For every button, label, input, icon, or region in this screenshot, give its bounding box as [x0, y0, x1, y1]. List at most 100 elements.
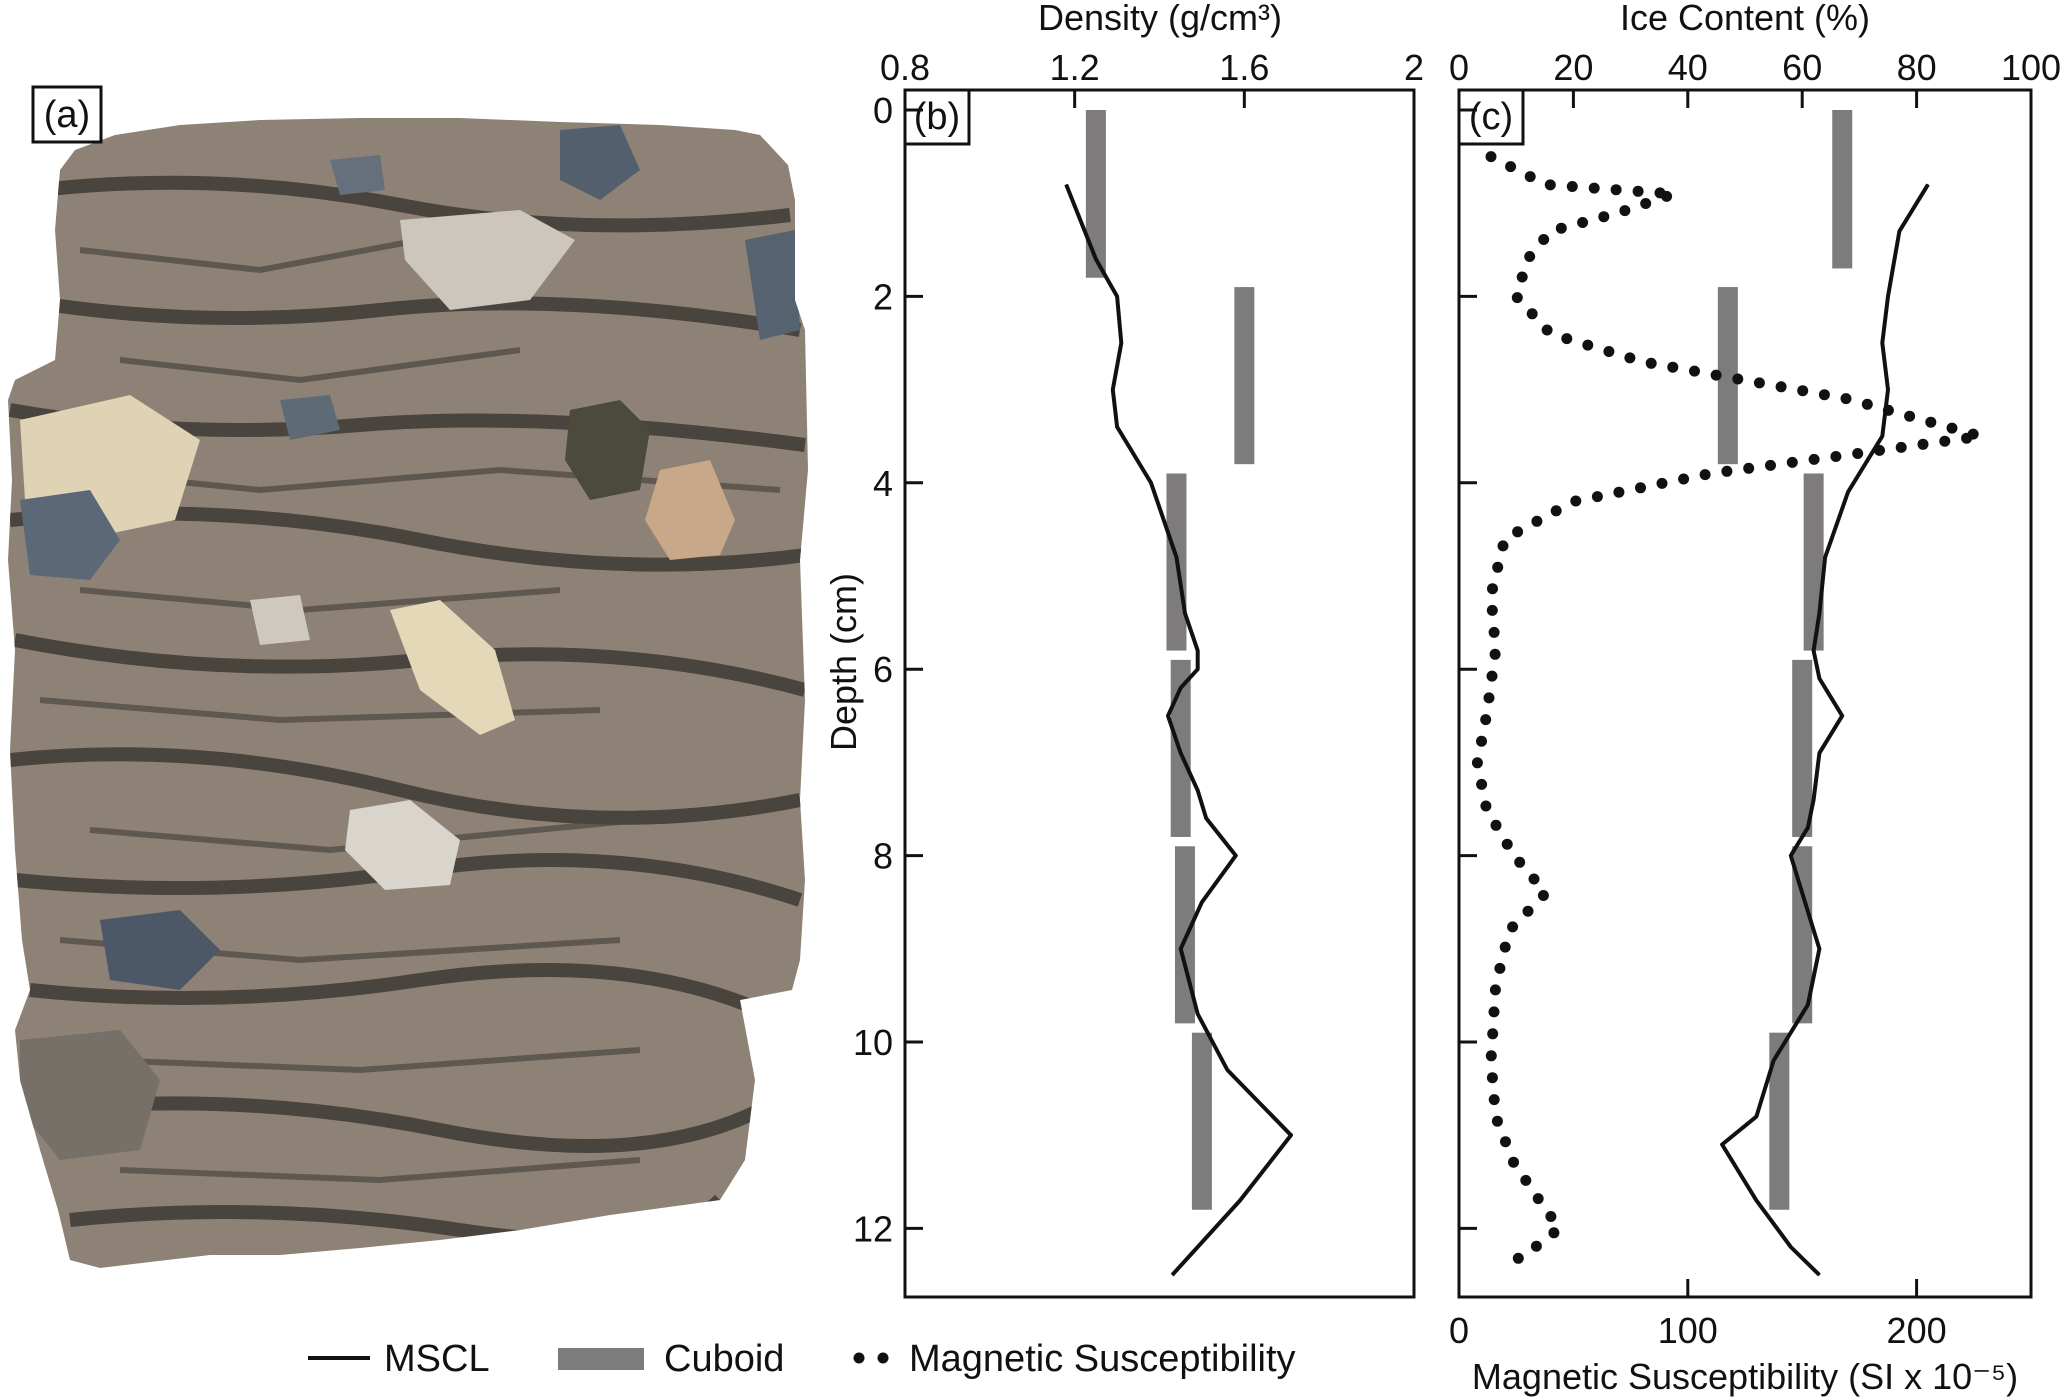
magsus-dot-62 [1512, 526, 1524, 538]
magsus-dot-56 [1635, 482, 1646, 494]
panel-b-mscl-point-14 [1197, 789, 1199, 791]
magsus-dot-70 [1483, 692, 1495, 704]
panel-c-mscl-point-25 [1818, 1274, 1820, 1276]
panel-b-mscl-point-2 [1116, 295, 1118, 297]
panel-label-c-text: (c) [1469, 96, 1513, 138]
panel-b-mscl-point-21 [1290, 1134, 1292, 1136]
magsus-dot-36 [1882, 404, 1894, 416]
panel-c-mscl-point-16 [1790, 855, 1792, 857]
magsus-dot-82 [1507, 921, 1519, 933]
magsus-dot-29 [1732, 373, 1744, 385]
panel-label-b-text: (b) [914, 96, 960, 138]
panel-c-mscl-line [1720, 183, 1930, 1277]
panel-c-mscl-point-9 [1813, 650, 1815, 652]
panel-label-b: (b) [903, 88, 971, 146]
magsus-dot-84 [1494, 962, 1506, 974]
magsus-dot-77 [1501, 838, 1513, 850]
magsus-dot-24 [1624, 352, 1636, 364]
magsus-dot-87 [1487, 1028, 1499, 1040]
panel-b-mscl-point-19 [1197, 1013, 1199, 1015]
panel-c-mscl-point-10 [1818, 678, 1820, 680]
magsus-dot-68 [1489, 648, 1501, 660]
panel-b-ytick-label-0: 0 [873, 90, 893, 131]
magsus-dot-52 [1721, 465, 1733, 477]
magsus-dot-13 [1577, 217, 1589, 228]
panel-c-mscl-point-24 [1790, 1246, 1792, 1248]
magsus-dot-60 [1550, 505, 1562, 517]
legend-magsus-label: Magnetic Susceptibility [909, 1338, 1296, 1380]
panel-c-mscl-point-20 [1773, 1060, 1775, 1062]
panel-b-mscl-point-20 [1226, 1069, 1228, 1071]
panel-b-xtick-label-2: 1.6 [1219, 47, 1269, 88]
panel-b-mscl-point-13 [1180, 752, 1182, 754]
rock-core-photo [8, 118, 808, 1268]
panel-b-mscl-point-11 [1180, 687, 1182, 689]
panel-b-mscl-series [1064, 183, 1293, 1277]
panel-c-mscl-point-13 [1818, 752, 1820, 754]
panel-b-frame [903, 88, 1416, 1299]
magsus-dot-57 [1613, 486, 1625, 498]
magsus-dot-53 [1699, 469, 1711, 481]
magsus-dot-7 [1632, 185, 1644, 197]
panel-c-cuboid-bar-1 [1717, 287, 1738, 465]
panel-c-cuboid-bars [1717, 110, 1853, 1210]
panel-b-mscl-point-10 [1197, 668, 1199, 670]
magsus-dot-50 [1765, 459, 1776, 471]
magsus-dot-17 [1516, 271, 1528, 283]
panel-c-cuboid-bar-0 [1832, 110, 1853, 269]
panel-c-mscl-point-8 [1818, 612, 1820, 614]
panel-c-mscl-point-19 [1807, 1004, 1809, 1006]
magsus-dot-72 [1476, 735, 1487, 747]
panel-c-cuboid-bar-3 [1792, 659, 1813, 837]
magsus-dot-14 [1555, 222, 1567, 234]
panel-b-ytick-label-2: 2 [873, 276, 893, 317]
magsus-dot-46 [1852, 448, 1864, 459]
panel-b-mscl-point-3 [1120, 342, 1122, 344]
magsus-dot-48 [1808, 453, 1820, 465]
magsus-dot-44 [1895, 441, 1907, 453]
panel-b-mscl-point-15 [1205, 817, 1207, 819]
panel-c-frame [1457, 88, 2033, 1299]
panel-c-mscl-point-4 [1887, 389, 1889, 391]
magsus-dot-19 [1526, 308, 1538, 320]
panel-c-cuboid-bar-4 [1792, 846, 1813, 1024]
panel-c-x2-ticks: 0 100 200 [1449, 1279, 1947, 1351]
panel-label-a-text: (a) [44, 94, 90, 136]
magsus-dot-9 [1661, 190, 1673, 202]
panel-c-xtick-label-2: 40 [1668, 47, 1708, 88]
panel-c-x2tick-label-2: 200 [1887, 1310, 1947, 1351]
panel-c-mscl-point-21 [1755, 1116, 1757, 1118]
panel-b-y-axis-label: Depth (cm) [823, 573, 864, 751]
magsus-dot-30 [1753, 377, 1765, 389]
magsus-dot-97 [1548, 1227, 1560, 1239]
panel-b-mscl-point-22 [1239, 1199, 1241, 1201]
panel-c-mscl-point-14 [1813, 799, 1815, 801]
magsus-dot-95 [1532, 1193, 1544, 1205]
magsus-dot-35 [1861, 398, 1873, 410]
panel-b-mscl-point-18 [1180, 948, 1182, 950]
magsus-dot-75 [1480, 800, 1492, 812]
magsus-dot-54 [1678, 473, 1690, 485]
panel-b-cuboid-bar-1 [1234, 287, 1255, 465]
panel-c-x2-axis-label: Magnetic Susceptibility (SI x 10⁻⁵) [1472, 1356, 2018, 1397]
magsus-dot-42 [1939, 435, 1951, 447]
magsus-dot-37 [1904, 410, 1916, 422]
panel-c-mscl-point-23 [1755, 1199, 1757, 1201]
magsus-dot-20 [1541, 324, 1553, 336]
panel-c-xtick-label-4: 80 [1897, 47, 1937, 88]
magsus-dot-61 [1531, 515, 1543, 527]
panel-c-mscl-point-6 [1847, 491, 1849, 493]
magsus-dot-11 [1619, 205, 1631, 217]
panel-c-mscl-point-18 [1818, 948, 1820, 950]
panel-label-c: (c) [1457, 88, 1525, 146]
panel-b-ytick-label-8: 8 [873, 836, 893, 877]
magsus-dot-16 [1524, 251, 1536, 262]
magsus-dot-58 [1591, 491, 1603, 503]
panel-b-y-ticks: 0 2 4 6 8 10 12 [853, 90, 923, 1249]
legend-mscl-label: MSCL [384, 1338, 490, 1380]
panel-b-x-ticks: 0.8 1.2 1.6 2 [880, 47, 1424, 108]
magsus-dot-5 [1588, 182, 1600, 194]
magsus-dot-93 [1508, 1156, 1519, 1168]
magsus-dot-83 [1499, 941, 1511, 953]
magsus-dot-51 [1743, 462, 1755, 474]
